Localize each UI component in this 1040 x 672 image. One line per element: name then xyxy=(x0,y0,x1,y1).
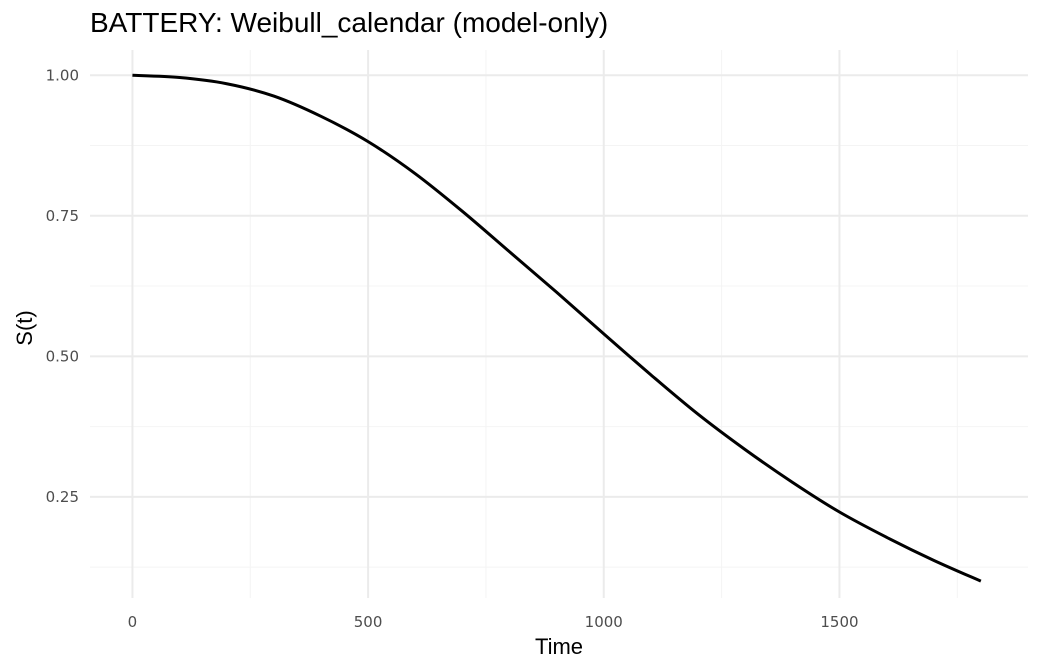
y-tick-label: 0.75 xyxy=(46,207,79,225)
x-tick-label: 500 xyxy=(354,613,383,631)
y-tick-label: 1.00 xyxy=(46,66,79,84)
y-axis-title: S(t) xyxy=(12,310,37,345)
x-axis-title: Time xyxy=(535,634,583,659)
x-tick-label: 1000 xyxy=(585,613,623,631)
chart-title: BATTERY: Weibull_calendar (model-only) xyxy=(90,7,608,38)
x-tick-label: 0 xyxy=(128,613,138,631)
tick-labels: 0 500 1000 1500 0.25 0.50 0.75 1.00 xyxy=(46,66,859,631)
y-tick-label: 0.50 xyxy=(46,347,79,365)
survival-curve-line xyxy=(132,73,982,583)
grid xyxy=(90,50,1028,598)
x-tick-label: 1500 xyxy=(820,613,858,631)
y-tick-label: 0.25 xyxy=(46,488,79,506)
series xyxy=(132,73,982,583)
